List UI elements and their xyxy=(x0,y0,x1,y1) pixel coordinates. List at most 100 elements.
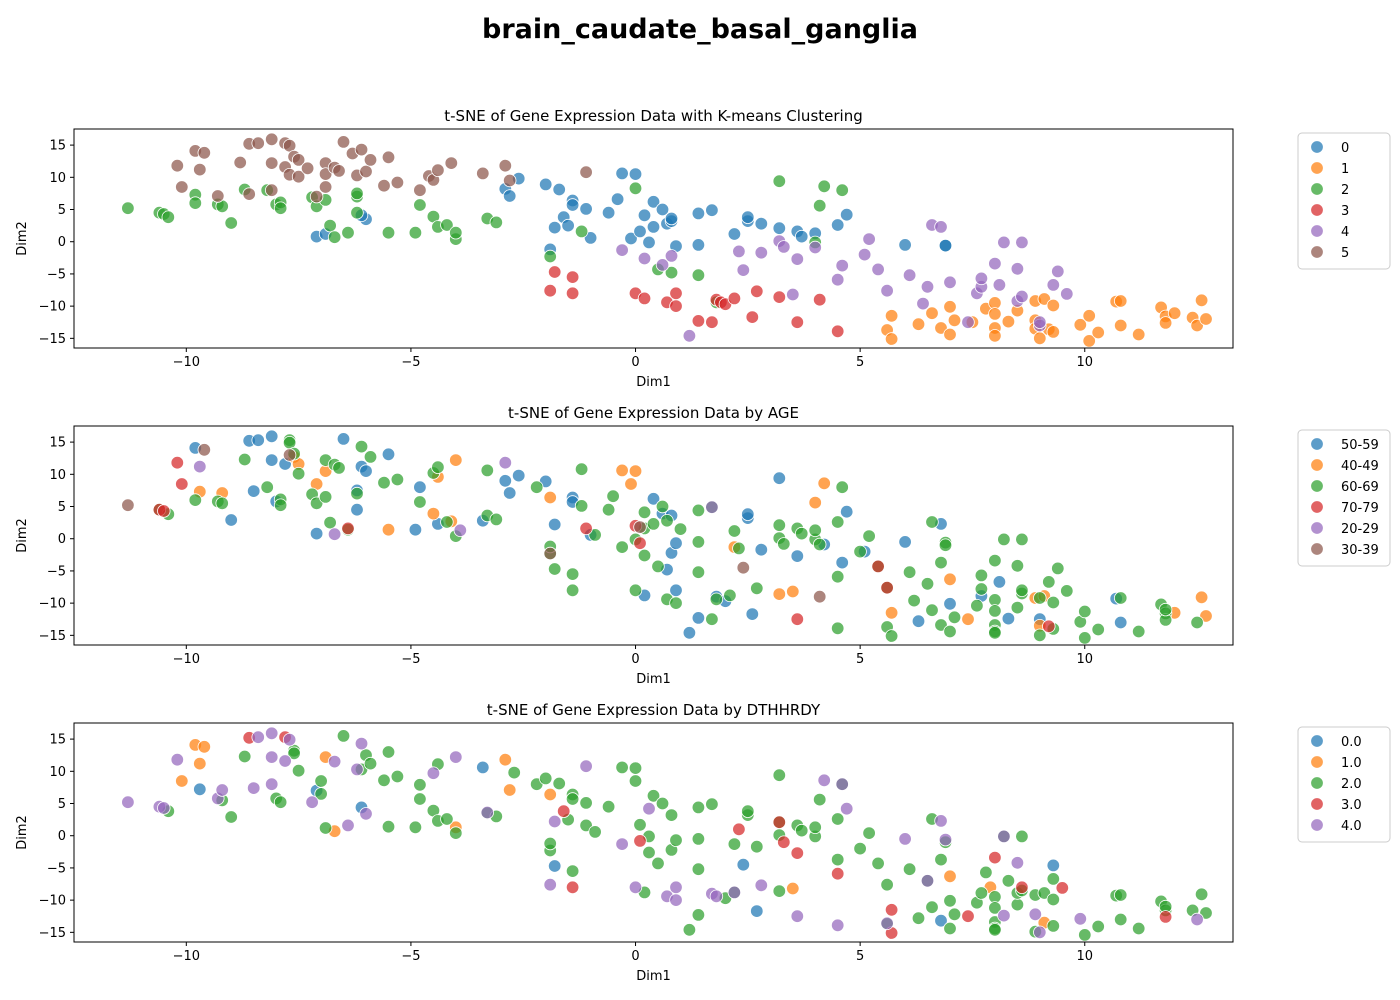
data-point xyxy=(835,777,849,791)
data-point xyxy=(615,760,629,775)
data-point xyxy=(961,612,975,626)
data-point xyxy=(727,524,742,538)
data-point xyxy=(543,490,557,505)
y-tick-label: 0 xyxy=(58,532,66,547)
data-point xyxy=(1194,590,1209,605)
data-point xyxy=(750,284,764,299)
x-tick-label: 0 xyxy=(631,355,639,370)
data-point xyxy=(193,162,207,177)
data-point xyxy=(705,500,719,514)
data-point xyxy=(215,496,229,511)
legend-label: 30-39 xyxy=(1341,543,1379,558)
plot-frame xyxy=(73,128,1234,349)
data-point xyxy=(633,520,647,534)
legend-marker xyxy=(1310,797,1324,811)
data-point xyxy=(934,555,948,570)
data-point xyxy=(835,555,849,570)
data-point xyxy=(813,590,827,604)
data-point xyxy=(655,796,670,811)
data-point xyxy=(884,629,899,643)
data-point xyxy=(772,884,787,898)
data-point xyxy=(489,215,504,230)
data-point xyxy=(449,225,463,240)
data-point xyxy=(440,515,454,529)
data-point xyxy=(727,885,742,900)
data-point xyxy=(835,183,849,197)
data-point xyxy=(251,433,265,447)
data-point xyxy=(934,321,948,335)
data-point xyxy=(489,512,504,527)
data-point xyxy=(363,756,378,771)
data-point xyxy=(449,826,463,840)
data-point xyxy=(871,262,885,277)
data-point xyxy=(237,749,252,764)
data-point xyxy=(786,287,800,302)
data-point xyxy=(723,588,737,603)
data-point xyxy=(273,795,288,809)
data-point xyxy=(579,818,593,833)
x-tick-label: 0 xyxy=(631,949,639,964)
legend-label: 20-29 xyxy=(1341,522,1379,537)
data-point xyxy=(902,862,917,876)
data-point xyxy=(880,284,894,298)
data-point xyxy=(938,538,953,552)
data-point xyxy=(170,753,185,767)
data-point xyxy=(1015,289,1029,304)
data-point xyxy=(669,536,683,550)
data-point xyxy=(664,249,679,263)
data-point xyxy=(188,196,203,210)
data-point xyxy=(381,447,396,462)
data-point xyxy=(628,761,643,775)
data-point xyxy=(633,834,647,848)
data-point xyxy=(350,205,364,220)
data-point xyxy=(907,593,921,608)
data-point xyxy=(530,480,544,494)
data-point xyxy=(1046,872,1061,886)
data-point xyxy=(925,306,939,320)
data-point xyxy=(251,730,265,744)
data-point xyxy=(498,474,513,488)
data-point xyxy=(754,216,769,231)
legend-label: 70-79 xyxy=(1341,501,1379,516)
data-point xyxy=(265,183,279,197)
data-point xyxy=(265,726,279,741)
data-point xyxy=(925,603,939,617)
data-point xyxy=(1113,615,1128,630)
data-point xyxy=(408,225,423,240)
data-point xyxy=(565,270,580,284)
data-point xyxy=(1167,306,1182,320)
data-point xyxy=(831,273,845,287)
data-point xyxy=(197,740,212,754)
data-point xyxy=(1046,298,1061,313)
data-point xyxy=(1073,318,1088,332)
data-point xyxy=(992,575,1007,589)
data-point xyxy=(943,572,957,587)
y-tick-label: −15 xyxy=(39,629,66,644)
data-point xyxy=(336,729,351,743)
data-point xyxy=(727,291,742,306)
data-point xyxy=(642,235,656,250)
data-point xyxy=(615,166,629,181)
data-point xyxy=(265,429,279,444)
data-point xyxy=(705,315,719,329)
data-point xyxy=(251,136,265,150)
legend-label: 5 xyxy=(1341,246,1349,261)
data-point xyxy=(1010,262,1025,276)
data-point xyxy=(381,150,396,165)
data-point xyxy=(193,459,207,474)
data-point xyxy=(682,626,697,640)
legend: 50-59 40-49 60-69 70-79 20-29 30-39 xyxy=(1297,429,1391,567)
data-point xyxy=(633,224,647,239)
data-point xyxy=(1001,314,1016,329)
data-point xyxy=(943,921,957,936)
data-point xyxy=(880,916,894,931)
data-point xyxy=(291,169,306,184)
y-tick-label: −15 xyxy=(39,332,66,347)
data-point xyxy=(579,202,593,216)
data-point xyxy=(615,540,629,554)
data-point xyxy=(1091,919,1105,934)
data-point xyxy=(327,754,342,769)
data-point xyxy=(646,220,661,234)
data-point xyxy=(790,549,805,563)
